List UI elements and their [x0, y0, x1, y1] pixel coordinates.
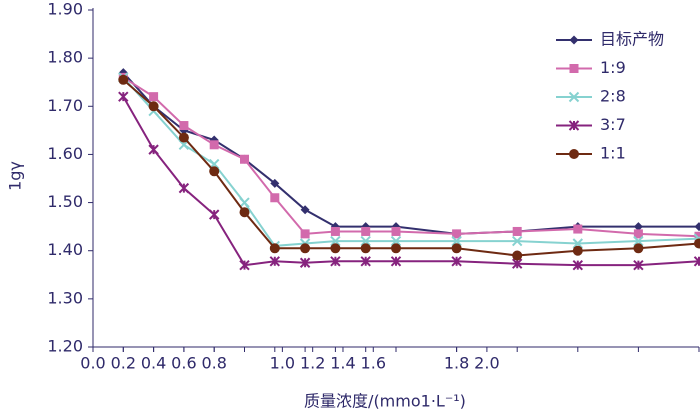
x-tick-label: 0.4	[141, 354, 166, 373]
marker	[633, 243, 644, 254]
marker	[178, 132, 189, 143]
marker	[269, 256, 281, 267]
marker	[239, 207, 250, 218]
marker	[208, 209, 220, 220]
marker	[360, 243, 371, 254]
marker	[330, 256, 341, 267]
marker	[569, 64, 579, 73]
marker	[568, 120, 580, 131]
marker	[209, 166, 220, 177]
x-tick-label: 1.8	[444, 354, 469, 373]
marker	[360, 256, 371, 267]
marker	[209, 140, 219, 150]
marker	[572, 245, 583, 256]
marker	[512, 226, 522, 236]
marker	[300, 243, 311, 254]
marker	[572, 238, 584, 249]
marker	[179, 121, 189, 131]
marker	[693, 256, 700, 267]
marker	[149, 92, 159, 102]
x-tick-label: 1.2	[300, 354, 325, 373]
x-tick-label: 1.4	[330, 354, 355, 373]
y-tick-label: 1.90	[47, 0, 83, 19]
marker	[633, 235, 644, 247]
marker	[330, 235, 341, 247]
marker	[572, 259, 584, 271]
legend-label: 2:8	[600, 87, 626, 106]
y-tick-label: 1.70	[47, 96, 83, 115]
marker	[512, 250, 523, 261]
y-axis-label: 1gγ	[6, 161, 25, 191]
marker	[360, 235, 371, 247]
marker	[361, 226, 371, 236]
x-tick-label: 0.8	[201, 354, 226, 373]
x-tick-label: 0.0	[80, 354, 105, 373]
marker	[694, 222, 700, 232]
marker	[390, 256, 402, 267]
legend-label: 目标产物	[600, 30, 664, 49]
marker	[569, 35, 579, 45]
y-tick-label: 1.50	[47, 192, 83, 211]
x-tick-label: 0.6	[171, 354, 196, 373]
marker	[633, 259, 644, 271]
marker	[573, 224, 583, 234]
marker	[240, 154, 249, 164]
marker	[118, 91, 129, 102]
marker	[239, 197, 250, 208]
marker	[694, 238, 700, 249]
marker	[330, 243, 341, 254]
x-tick-label: 0.2	[111, 354, 136, 373]
marker	[239, 259, 250, 271]
x-tick-label: 1.0	[270, 354, 295, 373]
y-tick-label: 1.20	[47, 337, 83, 356]
marker	[569, 149, 579, 159]
marker	[148, 144, 159, 155]
marker	[451, 243, 462, 254]
marker	[270, 193, 280, 203]
marker	[269, 243, 280, 254]
legend-label: 1:1	[600, 144, 626, 163]
marker	[178, 182, 190, 194]
x-tick-label: 2.0	[474, 354, 499, 373]
legend-label: 3:7	[600, 115, 626, 134]
marker	[300, 205, 310, 215]
y-tick-label: 1.60	[47, 144, 83, 163]
legend-label: 1:9	[600, 58, 626, 77]
y-tick-label: 1.40	[47, 240, 83, 259]
marker	[451, 235, 462, 247]
marker	[300, 229, 310, 239]
y-tick-label: 1.80	[47, 48, 83, 67]
marker	[511, 235, 523, 247]
marker	[633, 222, 643, 232]
marker	[568, 91, 580, 103]
marker	[452, 229, 462, 239]
marker	[330, 226, 340, 236]
marker	[270, 178, 280, 188]
marker	[118, 74, 129, 85]
x-tick-label: 1.6	[361, 354, 386, 373]
marker	[511, 258, 523, 269]
marker	[299, 257, 311, 268]
marker	[451, 256, 462, 267]
marker	[390, 235, 402, 247]
marker	[391, 243, 401, 254]
marker	[391, 226, 401, 236]
y-tick-label: 1.30	[47, 288, 83, 307]
marker	[633, 229, 643, 239]
marker	[148, 101, 159, 112]
x-axis-label: 质量浓度/(mmo1·L⁻¹)	[304, 392, 466, 411]
